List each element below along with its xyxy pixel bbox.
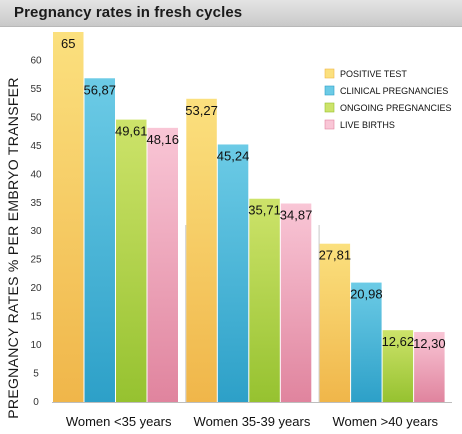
bar	[53, 32, 84, 402]
y-tick-label: 10	[30, 340, 42, 351]
legend-entry: LIVE BIRTHS	[340, 120, 395, 130]
axes: 0 5 10 15 20 25 30 35 40 45 50 55 60 Women <35 years W…	[30, 55, 452, 429]
bar	[382, 330, 414, 402]
legend-swatch	[324, 85, 335, 96]
y-tick-label: 60	[30, 55, 42, 66]
y-tick-label: 35	[30, 198, 42, 209]
bar-value-label: 65	[61, 36, 75, 51]
bar	[186, 98, 217, 403]
legend-swatch	[324, 102, 335, 113]
legend-entry: CLINICAL PREGNANCIES	[340, 86, 448, 96]
bar-value-label: 35,71	[248, 203, 281, 218]
x-category-label: Women 35-39 years	[194, 414, 311, 429]
y-tick-label: 25	[30, 255, 42, 266]
x-category-label: Women <35 years	[66, 414, 172, 429]
bar-value-label: 12,30	[413, 336, 446, 351]
y-tick-label: 15	[30, 312, 42, 323]
bar-value-label: 48,16	[146, 132, 179, 147]
bar-value-label: 27,81	[319, 248, 352, 263]
bar-value-label: 34,87	[280, 208, 313, 223]
bar	[116, 119, 147, 402]
y-tick-label: 0	[33, 397, 39, 408]
y-tick-label: 40	[30, 169, 42, 180]
bar-value-label: 49,61	[115, 124, 148, 139]
bar	[217, 144, 249, 403]
y-tick-label: 30	[30, 226, 42, 237]
bar-value-label: 45,24	[217, 148, 250, 163]
bar-value-label: 12,62	[382, 334, 415, 349]
bars	[53, 32, 445, 403]
legend-entry: POSITIVE TEST	[340, 69, 407, 79]
y-tick-label: 45	[30, 141, 42, 152]
x-category-label: Women >40 years	[332, 414, 438, 429]
legend-swatch	[324, 68, 335, 79]
y-tick-label: 55	[30, 84, 42, 95]
y-tick-label: 50	[30, 112, 42, 123]
y-tick-label: 20	[30, 283, 42, 294]
bar-value-label: 53,27	[185, 103, 218, 118]
bar	[319, 243, 351, 402]
bar	[84, 78, 115, 402]
bar	[249, 198, 280, 402]
bar	[280, 203, 312, 402]
legend-swatch	[324, 119, 335, 130]
y-axis-label: PREGNANCY RATES % PER EMBRYO TRANSFER	[5, 77, 21, 418]
legend: POSITIVE TEST CLINICAL PREGNANCIES ONGOING…	[324, 68, 452, 130]
bar-value-label: 56,87	[83, 82, 116, 97]
bar	[414, 331, 445, 402]
bar	[351, 282, 382, 402]
bar	[147, 127, 178, 402]
bar-value-label: 20,98	[350, 287, 383, 302]
chart-title: Pregnancy rates in fresh cycles	[14, 4, 243, 21]
chart-title-bar: Pregnancy rates in fresh cycles	[0, 0, 462, 27]
legend-entry: ONGOING PREGNANCIES	[340, 103, 452, 113]
y-tick-label: 5	[33, 369, 39, 380]
